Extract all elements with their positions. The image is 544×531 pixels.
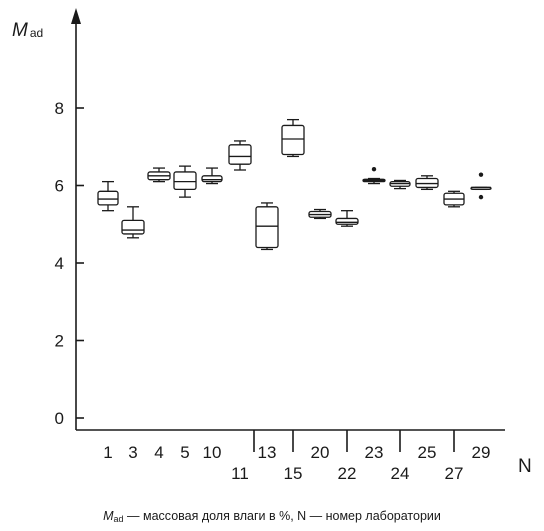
axes — [71, 8, 505, 431]
outlier-29-1 — [478, 194, 484, 200]
x-tick-label-24: 24 — [391, 464, 410, 483]
x-tick-label-29: 29 — [472, 443, 491, 462]
x-tick-label-3: 3 — [128, 443, 137, 462]
boxes — [97, 118, 492, 251]
outlier-23-0 — [371, 167, 377, 172]
box-iqr-10 — [201, 175, 223, 183]
caption-symbol-main: M — [103, 509, 114, 523]
box-lab-29 — [470, 172, 492, 200]
y-axis-title-main: M — [12, 20, 28, 41]
y-tick-label-8: 8 — [55, 99, 64, 118]
box-iqr-1 — [97, 190, 119, 206]
x-tick-label-11: 11 — [231, 464, 249, 483]
box-lab-13 — [255, 202, 279, 251]
x-tick-label-20: 20 — [311, 443, 330, 462]
outlier-29-0 — [478, 172, 484, 177]
y-tick-label-4: 4 — [55, 254, 64, 273]
y-axis-title-sub: ad — [30, 26, 43, 40]
box-lab-20 — [308, 208, 332, 220]
box-lab-27 — [443, 190, 465, 208]
x-tick-label-27: 27 — [445, 464, 464, 483]
x-tick-label-10: 10 — [203, 443, 222, 462]
x-tick-label-13: 13 — [258, 443, 277, 462]
x-tick-label-22: 22 — [338, 464, 357, 483]
box-lab-10 — [201, 167, 223, 185]
box-iqr-15 — [281, 124, 305, 156]
y-ticks: 0 2 4 6 8 — [55, 99, 84, 428]
box-iqr-22 — [335, 217, 359, 225]
box-lab-4 — [147, 167, 171, 183]
box-lab-15 — [281, 118, 305, 158]
x-tick-label-4: 4 — [154, 443, 163, 462]
box-lab-22 — [335, 210, 359, 227]
chart-caption: Mad — массовая доля влаги в %, N — номер… — [103, 509, 441, 524]
box-lab-3 — [121, 206, 145, 239]
box-lab-25 — [415, 175, 439, 191]
y-tick-label-2: 2 — [55, 332, 64, 351]
box-iqr-13 — [255, 206, 279, 249]
caption-text: — массовая доля влаги в %, N — номер лаб… — [124, 509, 441, 523]
box-lab-1 — [97, 180, 119, 212]
box-lab-11 — [228, 140, 252, 171]
box-iqr-5 — [173, 171, 197, 191]
x-tick-label-25: 25 — [418, 443, 437, 462]
x-tick-label-5: 5 — [180, 443, 189, 462]
x-tick-label-1: 1 — [103, 443, 112, 462]
caption-symbol-sub: ad — [114, 514, 124, 524]
box-iqr-3 — [121, 219, 145, 235]
x-tick-label-23: 23 — [365, 443, 384, 462]
y-axis-arrow — [71, 8, 81, 24]
box-lab-23 — [362, 167, 386, 185]
box-lab-24 — [389, 179, 411, 190]
box-iqr-11 — [228, 144, 252, 165]
y-tick-label-6: 6 — [55, 177, 64, 196]
x-tick-label-15: 15 — [284, 464, 303, 483]
y-tick-label-0: 0 — [55, 409, 64, 428]
box-lab-5 — [173, 165, 197, 198]
x-axis-title: N — [518, 456, 532, 477]
